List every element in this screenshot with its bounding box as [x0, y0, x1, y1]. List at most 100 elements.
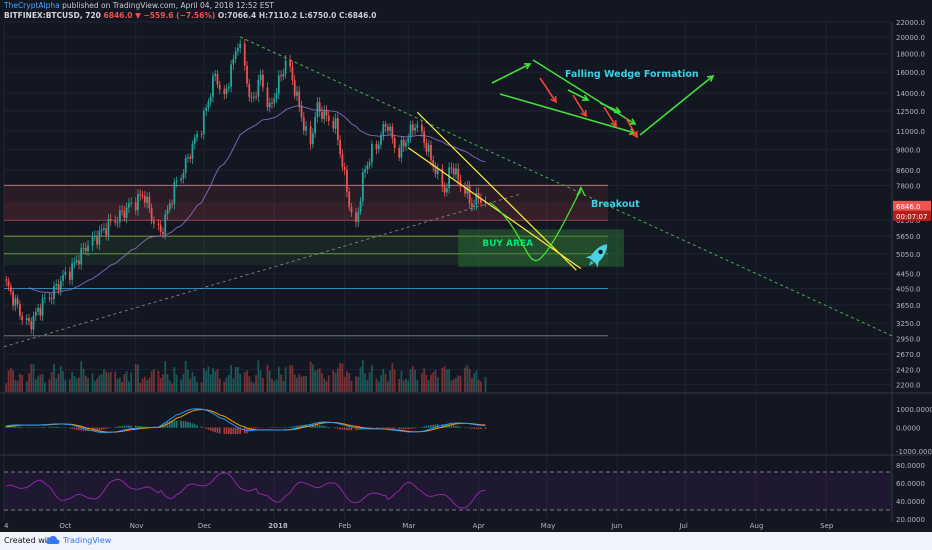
volume-bar — [98, 375, 101, 392]
volume-bar — [30, 364, 33, 392]
macd-histogram-bar — [94, 427, 96, 431]
volume-bar — [75, 378, 78, 392]
candle-body — [157, 223, 160, 225]
candle-body — [450, 167, 453, 169]
macd-histogram-bar — [216, 427, 219, 433]
candle-body — [123, 211, 126, 218]
macd-histogram-bar — [409, 427, 412, 429]
candle-body — [121, 210, 123, 212]
time-tick-label: Aug — [750, 522, 764, 530]
volume-bar — [302, 375, 305, 392]
macd-histogram-bar — [69, 427, 71, 429]
volume-bar — [296, 377, 298, 392]
macd-histogram-bar — [128, 425, 130, 428]
publication-line: TheCryptAlpha published on TradingView.c… — [4, 1, 274, 11]
candle-body — [87, 245, 89, 252]
macd-histogram-bar — [477, 427, 480, 430]
candle-body — [150, 208, 153, 221]
candle-body — [184, 158, 187, 173]
macd-histogram-bar — [189, 422, 192, 428]
chart-grid — [0, 21, 932, 522]
volume-bar — [173, 366, 176, 392]
macd-histogram-bar — [407, 427, 410, 430]
projected-path — [489, 189, 582, 262]
price-chart[interactable]: BUY AREA 1000.0000 0.0000 -1000.0000 80.000… — [0, 0, 932, 532]
volume-bar — [50, 371, 53, 392]
volume-bar — [216, 369, 219, 392]
volume-bar — [191, 372, 194, 392]
macd-histogram-bar — [423, 426, 425, 428]
macd-histogram-bar — [375, 427, 378, 429]
volume-bar — [382, 368, 385, 392]
volume-bar — [405, 378, 407, 392]
macd-pane — [5, 408, 487, 435]
tradingview-brand[interactable]: TradingView — [63, 536, 112, 545]
volume-bar — [118, 377, 121, 392]
candle-body — [423, 131, 426, 143]
macd-histogram-bar — [223, 427, 226, 434]
macd-histogram-bar — [114, 427, 117, 428]
macd-histogram-bar — [414, 427, 416, 429]
price-tick-label: 7800.0 — [896, 182, 921, 190]
candle-body — [146, 196, 148, 203]
volume-bar — [359, 367, 362, 392]
volume-bar — [137, 364, 139, 392]
candle-body — [425, 142, 428, 152]
candle-body — [116, 222, 119, 224]
volume-bar — [246, 370, 248, 392]
macd-histogram-bar — [100, 427, 103, 430]
candle-body — [432, 160, 435, 167]
volume-bar — [323, 378, 326, 392]
rsi-band — [4, 472, 892, 510]
volume-bar — [130, 372, 133, 392]
time-tick-label: Mar — [402, 522, 415, 530]
volume-bar — [53, 364, 55, 392]
price-tick-label: 11000.0 — [896, 128, 925, 136]
time-tick-label: Nov — [130, 522, 144, 530]
candle-body — [416, 124, 419, 128]
macd-histogram-bar — [139, 426, 142, 428]
volume-bar — [180, 379, 183, 392]
macd-histogram-bar — [141, 426, 144, 428]
candle-body — [32, 315, 35, 330]
candle-body — [248, 83, 251, 97]
volume-bar — [484, 377, 487, 392]
candle-body — [300, 106, 303, 118]
volume-bar — [339, 362, 342, 392]
macd-histogram-bar — [425, 425, 428, 428]
macd-histogram-bar — [16, 426, 19, 428]
candle-body — [234, 51, 237, 59]
volume-bar — [414, 369, 416, 392]
author-name[interactable]: TheCryptAlpha — [4, 1, 60, 10]
volume-bar — [134, 364, 137, 392]
candle-body — [105, 228, 108, 236]
current-price-label: 6846.0 — [896, 203, 921, 211]
candle-body — [207, 101, 210, 108]
volume-bar — [341, 363, 344, 392]
candle-body — [212, 76, 214, 97]
symbol-line: BITFINEX:BTCUSD, 720 6846.0 ▼ −559.6 (−7… — [4, 11, 376, 21]
time-tick-label: Apr — [473, 522, 485, 530]
candle-body — [239, 43, 242, 49]
candle-body — [62, 274, 64, 281]
candle-body — [191, 143, 194, 159]
volume-bar — [348, 373, 351, 392]
macd-histogram-bar — [107, 427, 110, 429]
volume-bar — [7, 370, 10, 392]
volume-bar — [209, 374, 212, 392]
macd-histogram-bar — [134, 425, 137, 428]
macd-tick-label: 0.0000 — [896, 425, 921, 433]
volume-bar — [371, 365, 373, 392]
candle-body — [180, 178, 183, 181]
macd-histogram-bar — [298, 425, 301, 428]
candle-body — [21, 315, 24, 320]
price-zone — [4, 202, 609, 221]
macd-histogram-bar — [473, 427, 475, 429]
candle-body — [309, 126, 312, 145]
volume-bar — [400, 370, 403, 392]
candle-body — [137, 194, 139, 211]
volume-bar — [457, 375, 460, 392]
moving-average-line — [28, 105, 486, 294]
candle-body — [28, 318, 30, 322]
candle-body — [148, 196, 151, 209]
